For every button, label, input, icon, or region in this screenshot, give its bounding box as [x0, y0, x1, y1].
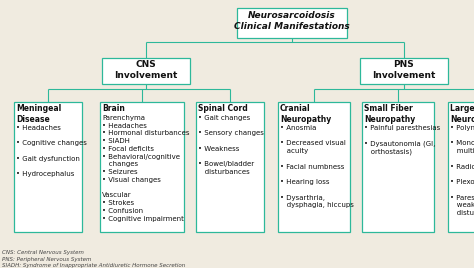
Text: • Painful paresthesias

• Dysautonomia (GI,
   orthostasis): • Painful paresthesias • Dysautonomia (G…: [364, 125, 440, 155]
FancyBboxPatch shape: [362, 102, 434, 232]
Text: Cranial
Neuropathy: Cranial Neuropathy: [280, 104, 331, 124]
FancyBboxPatch shape: [237, 8, 347, 38]
Text: Neurosarcoidosis
Clinical Manifestations: Neurosarcoidosis Clinical Manifestations: [234, 11, 350, 31]
Text: Spinal Cord: Spinal Cord: [198, 104, 248, 113]
Text: Meningeal
Disease: Meningeal Disease: [16, 104, 61, 124]
Text: Small Fiber
Neuropathy: Small Fiber Neuropathy: [364, 104, 415, 124]
Text: PNS: Peripheral Nervous System: PNS: Peripheral Nervous System: [2, 256, 91, 262]
Text: Large fiber
Neuropathy: Large fiber Neuropathy: [450, 104, 474, 124]
Text: • Headaches

• Cognitive changes

• Gait dysfunction

• Hydrocephalus: • Headaches • Cognitive changes • Gait d…: [16, 125, 87, 177]
FancyBboxPatch shape: [278, 102, 350, 232]
Text: Parenchyma
• Headaches
• Hormonal disturbances
• SIADH
• Focal deficits
• Behavi: Parenchyma • Headaches • Hormonal distur…: [102, 115, 190, 222]
FancyBboxPatch shape: [360, 58, 448, 84]
FancyBboxPatch shape: [100, 102, 184, 232]
Text: • Anosmia

• Decreased visual
   acuity

• Facial numbness

• Hearing loss

• Dy: • Anosmia • Decreased visual acuity • Fa…: [280, 125, 354, 208]
Text: PNS
Involvement: PNS Involvement: [372, 60, 436, 80]
Text: CNS: Central Nervous System: CNS: Central Nervous System: [2, 250, 84, 255]
Text: • Polyneuropathy

• Mononeuritis
   multiplex

• Radiculopathy

• Plexopathy

• : • Polyneuropathy • Mononeuritis multiple…: [450, 125, 474, 216]
Text: CNS
Involvement: CNS Involvement: [114, 60, 178, 80]
FancyBboxPatch shape: [196, 102, 264, 232]
FancyBboxPatch shape: [14, 102, 82, 232]
FancyBboxPatch shape: [448, 102, 474, 232]
Text: SIADH: Syndrome of Inappropriate Antidiuretic Hormone Secretion: SIADH: Syndrome of Inappropriate Antidiu…: [2, 263, 185, 268]
Text: • Gait changes

• Sensory changes

• Weakness

• Bowel/bladder
   disturbances: • Gait changes • Sensory changes • Weakn…: [198, 115, 264, 175]
FancyBboxPatch shape: [102, 58, 190, 84]
Text: Brain: Brain: [102, 104, 125, 113]
